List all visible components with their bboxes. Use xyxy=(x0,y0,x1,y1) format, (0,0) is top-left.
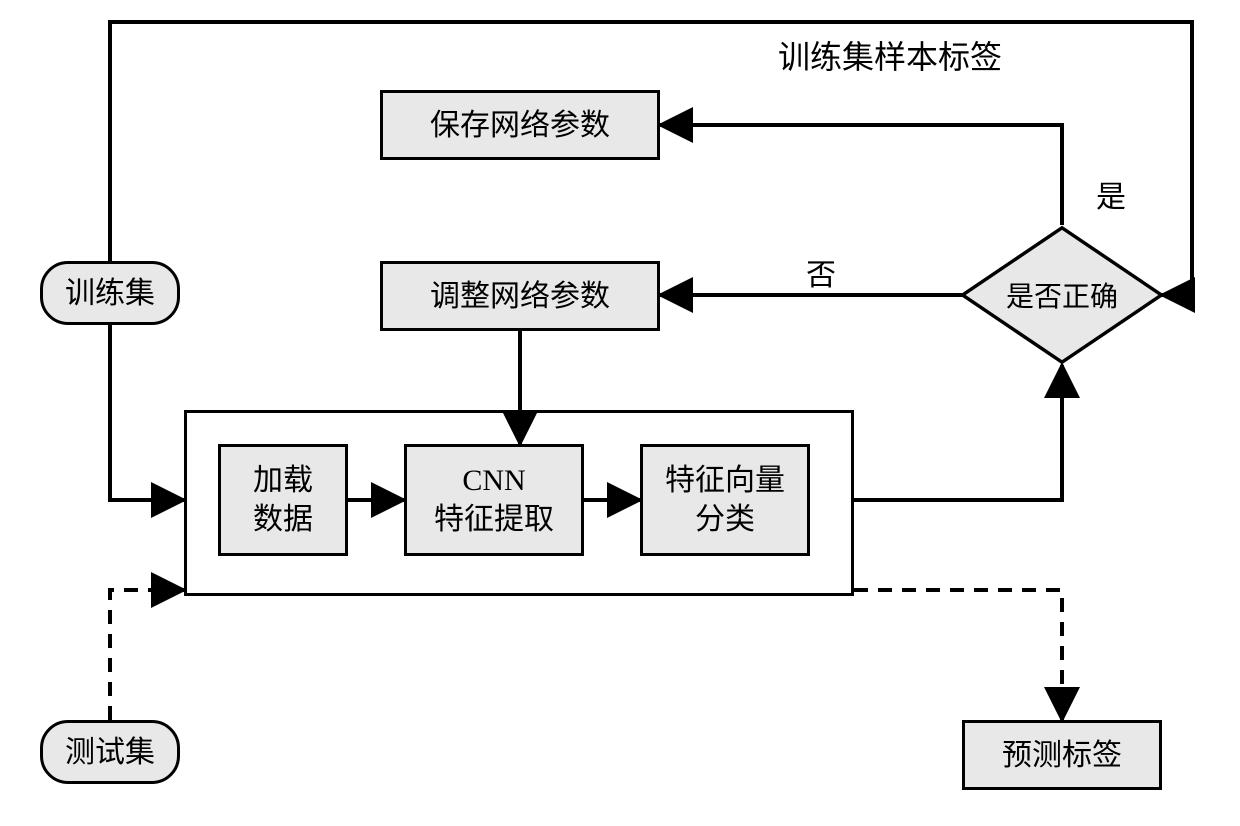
load-data-label: 加载 数据 xyxy=(253,461,313,539)
train-set-label: 训练集 xyxy=(65,274,155,313)
yes-label: 是 xyxy=(1096,172,1126,216)
decision-node: 是否正确 xyxy=(962,225,1162,365)
top-right-label: 训练集样本标签 xyxy=(778,32,1002,78)
load-data-node: 加载 数据 xyxy=(218,444,348,556)
save-params-label: 保存网络参数 xyxy=(430,106,610,145)
cnn-extract-label: CNN 特征提取 xyxy=(434,461,554,539)
classify-label: 特征向量 分类 xyxy=(665,461,785,539)
adjust-params-node: 调整网络参数 xyxy=(380,261,660,331)
adjust-params-label: 调整网络参数 xyxy=(430,277,610,316)
cnn-extract-node: CNN 特征提取 xyxy=(404,444,584,556)
classify-node: 特征向量 分类 xyxy=(640,444,810,556)
test-set-node: 测试集 xyxy=(40,720,180,784)
train-set-node: 训练集 xyxy=(40,261,180,325)
decision-label: 是否正确 xyxy=(1006,275,1118,315)
predict-label-label: 预测标签 xyxy=(1002,736,1122,775)
predict-label-node: 预测标签 xyxy=(962,720,1162,790)
no-label: 否 xyxy=(806,250,836,294)
save-params-node: 保存网络参数 xyxy=(380,90,660,160)
test-set-label: 测试集 xyxy=(65,733,155,772)
